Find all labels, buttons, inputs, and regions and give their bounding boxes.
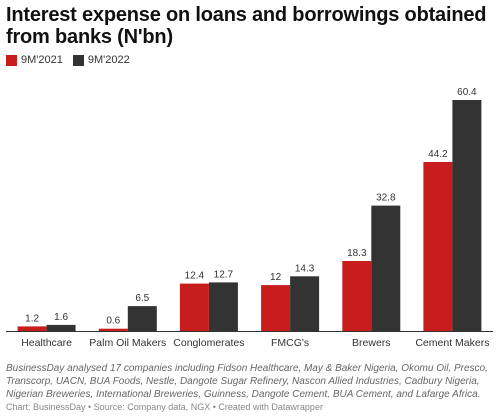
bar-2021 xyxy=(17,326,47,331)
data-label: 18.3 xyxy=(347,248,367,259)
x-tick-label: Healthcare xyxy=(21,337,72,349)
data-label: 12.4 xyxy=(185,271,205,282)
legend-item-2021: 9M'2021 xyxy=(6,54,63,66)
bar-chart: 1.2 1.6 Healthcare 0.6 6.5 Palm Oil Makers 12.… xyxy=(6,87,493,349)
bar-2021 xyxy=(98,328,128,331)
data-label: 0.6 xyxy=(106,316,120,327)
bar-2022 xyxy=(452,100,482,331)
bar-2022 xyxy=(290,276,320,331)
legend: 9M'2021 9M'2022 xyxy=(6,53,140,67)
legend-label-2022: 9M'2022 xyxy=(87,54,130,66)
credit-line: Chart: BusinessDay • Source: Company dat… xyxy=(6,402,323,412)
data-label: 60.4 xyxy=(457,87,477,98)
bar-2022 xyxy=(46,324,76,331)
data-label: 12.7 xyxy=(214,269,234,280)
bar-2022 xyxy=(371,205,401,331)
legend-label-2021: 9M'2021 xyxy=(21,54,63,66)
footnote: BusinessDay analysed 17 companies includ… xyxy=(6,363,488,400)
legend-swatch-2022 xyxy=(72,54,84,66)
bar-2021 xyxy=(261,285,291,331)
chart-title: Interest expense on loans and borrowings… xyxy=(6,4,487,48)
data-label: 12 xyxy=(270,272,282,283)
x-tick-label: Brewers xyxy=(352,337,391,349)
data-label: 14.3 xyxy=(295,263,315,274)
data-label: 44.2 xyxy=(428,149,448,160)
bar-2021 xyxy=(342,261,372,331)
x-tick-label: Palm Oil Makers xyxy=(89,337,166,349)
legend-item-2022: 9M'2022 xyxy=(72,54,130,66)
bar-2022 xyxy=(208,282,238,331)
data-label: 1.6 xyxy=(54,312,68,323)
x-tick-label: FMCG's xyxy=(271,337,309,349)
legend-swatch-2021 xyxy=(6,54,17,66)
bar-2021 xyxy=(423,162,453,331)
data-label: 1.2 xyxy=(25,313,39,324)
x-tick-label: Cement Makers xyxy=(415,337,489,349)
x-tick-label: Conglomerates xyxy=(173,337,244,349)
data-label: 32.8 xyxy=(376,193,396,204)
bar-2022 xyxy=(127,306,157,331)
data-label: 6.5 xyxy=(135,293,149,304)
bar-2021 xyxy=(179,283,209,331)
